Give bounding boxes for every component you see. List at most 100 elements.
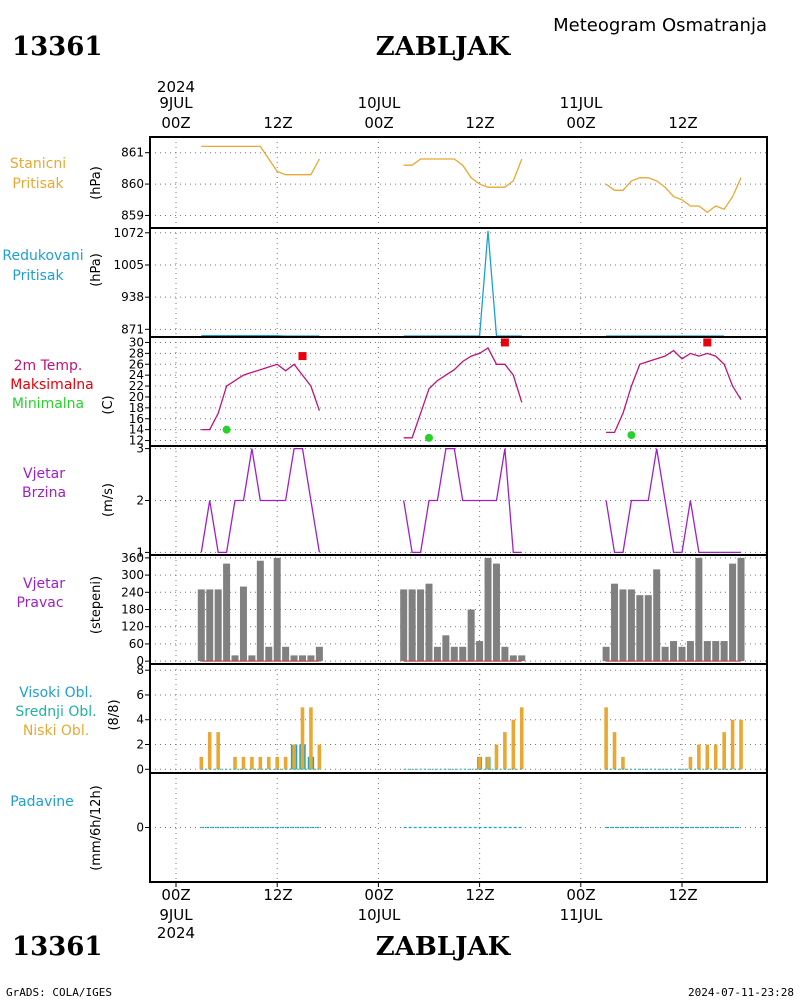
- top-hour-00z-1: 00Z: [161, 114, 190, 132]
- panel-label-wind-dir: Vjetar Pravac: [16, 576, 65, 611]
- station_pressure-line: [403, 158, 523, 188]
- wind-dir-bar: [408, 589, 416, 662]
- y-tick-label: 861: [121, 146, 144, 160]
- y-tick-label: 240: [121, 585, 144, 599]
- unit-temperature: (C): [101, 395, 116, 414]
- low-cloud-bar: [309, 707, 313, 770]
- wind-dir-bar: [256, 560, 264, 662]
- low-cloud-bar: [612, 732, 617, 770]
- wind-dir-bar: [206, 589, 214, 662]
- wind-dir-bar: [459, 646, 467, 662]
- wind-dir-bar: [484, 557, 492, 662]
- wind-dir-bar: [400, 589, 408, 662]
- wind-dir-bar: [248, 655, 256, 662]
- y-tick-label: 871: [121, 322, 144, 336]
- low-cloud-bar: [604, 707, 608, 770]
- temperature-line: [201, 363, 321, 431]
- station-id-bottom: 13361: [12, 932, 102, 962]
- y-tick-label: 2: [136, 738, 144, 752]
- wind-dir-bar: [433, 646, 441, 662]
- station-id-top: 13361: [12, 32, 102, 62]
- low-cloud-bar: [207, 732, 212, 770]
- bottom-day-label-2: 10JUL: [358, 906, 401, 924]
- y-tick-label: 18: [129, 401, 144, 415]
- wind-dir-label-2: Pravac: [16, 595, 63, 611]
- low-cloud-bar: [216, 732, 220, 770]
- wind-dir-bar: [720, 641, 728, 662]
- wind-dir-bar: [712, 641, 720, 662]
- wind-dir-bar: [602, 646, 610, 662]
- y-tick-label: 16: [129, 412, 144, 426]
- wind-dir-bar: [661, 646, 669, 662]
- wind-dir-bar: [627, 589, 635, 662]
- tmin-label: Minimalna: [12, 396, 84, 412]
- top-day-label-3: 11JUL: [560, 94, 603, 112]
- y-tick-label: 1072: [113, 226, 144, 240]
- wind-dir-bar: [307, 655, 315, 662]
- y-tick-label: 60: [129, 637, 144, 651]
- wind-dir-bar: [611, 583, 619, 662]
- wind-dir-bar: [425, 583, 433, 662]
- wind-dir-bar: [315, 646, 323, 662]
- low-cloud-label: Niski Obl.: [23, 723, 89, 739]
- wind-dir-bar: [197, 589, 205, 662]
- temperature-line: [403, 346, 523, 439]
- wind-dir-bar: [450, 646, 458, 662]
- low-cloud-bar: [705, 744, 710, 770]
- bottom-hour-00z-1: 00Z: [161, 886, 190, 904]
- station_pressure-line: [201, 145, 320, 176]
- tmin-marker: [425, 433, 433, 442]
- wind-dir-bar: [619, 589, 627, 662]
- tmin-marker: [222, 425, 231, 434]
- tmin-marker: [627, 431, 636, 440]
- wind-dir-bar: [282, 646, 290, 662]
- y-tick-label: 20: [129, 390, 144, 404]
- wind-dir-bar: [678, 646, 686, 662]
- y-tick-label: 8: [136, 663, 144, 677]
- unit-precip: (mm/6h/12h): [89, 785, 104, 871]
- top-hour-12z-3: 12Z: [668, 114, 697, 132]
- wind-dir-bar: [214, 589, 222, 662]
- wind-dir-bar: [299, 655, 306, 662]
- panel-label-temperature: 2m Temp. Maksimalna Minimalna: [10, 358, 94, 412]
- low-cloud-bar: [275, 756, 279, 770]
- y-tick-label: 0: [136, 821, 144, 835]
- temperature-label: 2m Temp.: [14, 358, 83, 374]
- temperature-line: [606, 349, 742, 434]
- low-cloud-bar: [283, 756, 288, 770]
- unit-clouds: (8/8): [107, 699, 122, 730]
- panel-label-wind-speed: Vjetar Brzina: [22, 466, 66, 501]
- wind-dir-bar: [265, 646, 273, 662]
- y-tick-label: 0: [136, 762, 144, 776]
- top-year-label: 2024: [157, 78, 195, 96]
- unit-wind-speed: (m/s): [101, 483, 116, 517]
- unit-station-pressure: (hPa): [89, 166, 104, 200]
- low-cloud-bar: [486, 756, 490, 770]
- y-tick-label: 26: [129, 357, 144, 371]
- low-cloud-bar: [494, 744, 499, 770]
- unit-reduced-pressure: (hPa): [89, 253, 104, 287]
- y-tick-label: 1: [136, 545, 144, 559]
- chart-layer: 8598608618719381005107212141618202224262…: [113, 136, 768, 887]
- tmax-label: Maksimalna: [10, 377, 94, 393]
- meteogram-subtitle: Meteogram Osmatranja: [553, 15, 767, 36]
- low-cloud-bar: [722, 732, 726, 770]
- y-tick-label: 300: [121, 568, 144, 582]
- wind-dir-bar: [670, 641, 678, 662]
- panel-label-precip: Padavine: [10, 794, 74, 810]
- station-pressure-label-1: Stanicni: [10, 156, 66, 172]
- station-pressure-label-2: Pritisak: [12, 176, 64, 192]
- y-tick-label: 6: [136, 688, 144, 702]
- low-cloud-bar: [199, 756, 204, 770]
- reduced-pressure-label-2: Pritisak: [12, 268, 64, 284]
- tmax-marker: [703, 338, 712, 347]
- bottom-hour-12z-2: 12Z: [465, 886, 494, 904]
- y-tick-label: 360: [121, 551, 144, 565]
- y-tick-label: 3: [136, 442, 144, 456]
- low-cloud-bar: [300, 707, 305, 770]
- panel-label-clouds: Visoki Obl. Srednji Obl. Niski Obl.: [15, 685, 96, 739]
- wind-dir-bar: [467, 609, 475, 662]
- y-tick-label: 28: [129, 346, 144, 360]
- y-tick-label: 180: [121, 603, 144, 617]
